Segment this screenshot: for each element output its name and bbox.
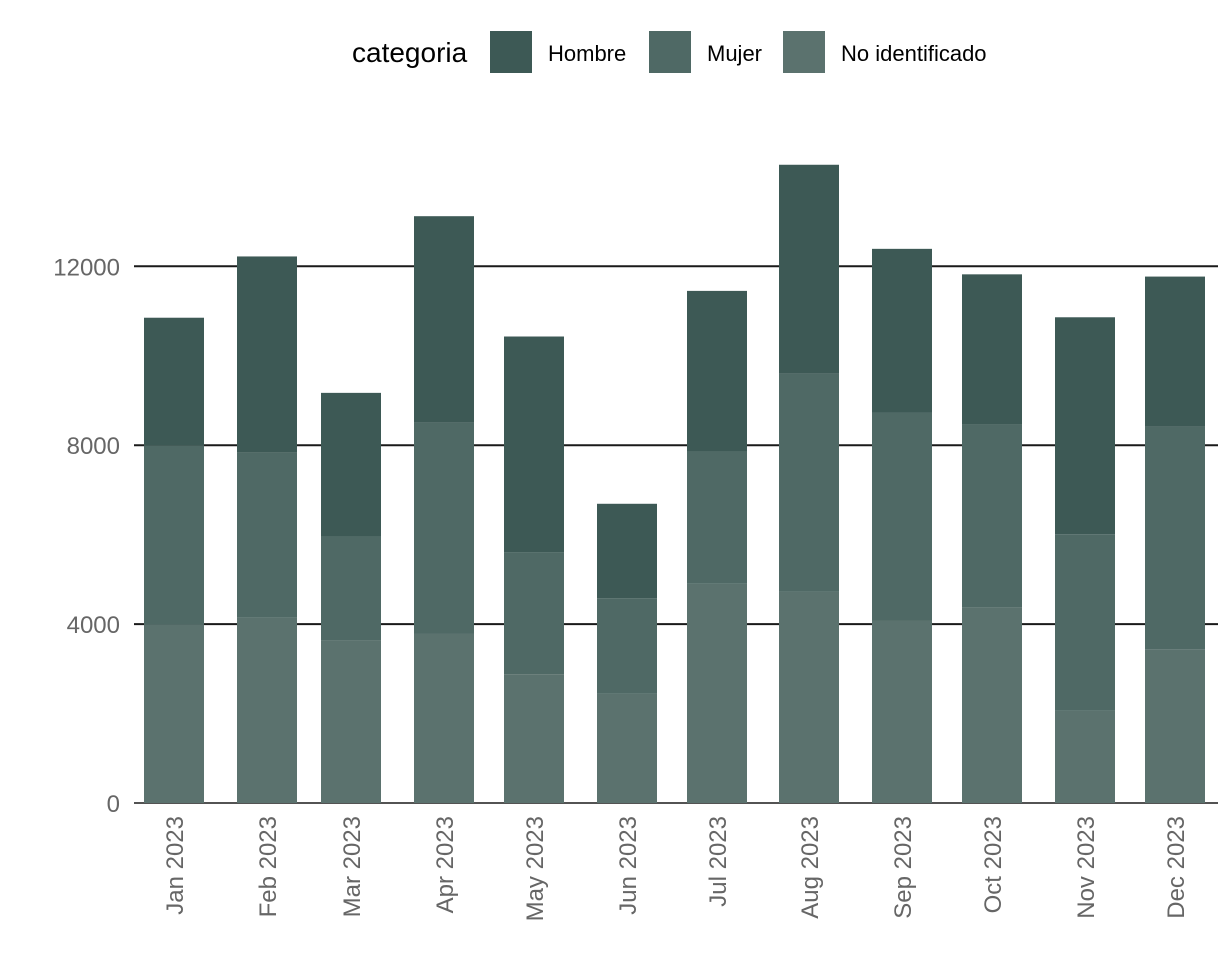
- bar-segment-no-identificado: [687, 583, 747, 803]
- bar-segment-mujer: [504, 552, 564, 675]
- legend-label-hombre: Hombre: [548, 41, 626, 66]
- x-tick-label: Jul 2023: [705, 816, 732, 907]
- x-tick-label: Sep 2023: [890, 816, 917, 919]
- x-tick-label: Oct 2023: [980, 816, 1007, 913]
- bar-segment-no-identificado: [414, 633, 474, 803]
- legend-swatch-mujer: [649, 31, 691, 73]
- x-tick-label: Apr 2023: [432, 816, 459, 913]
- bar-segment-hombre: [321, 392, 381, 537]
- x-tick-label: Jan 2023: [162, 816, 189, 915]
- legend-label-mujer: Mujer: [707, 41, 762, 66]
- bar-segment-no-identificado: [144, 624, 204, 803]
- bar-segment-hombre: [687, 290, 747, 452]
- bar-segment-hombre: [779, 164, 839, 374]
- x-tick-label: May 2023: [522, 816, 549, 921]
- bar-segment-no-identificado: [1145, 649, 1205, 803]
- bar-segment-hombre: [962, 274, 1022, 425]
- x-tick-label: Mar 2023: [339, 816, 366, 917]
- bar-segment-hombre: [872, 248, 932, 413]
- bar-segment-mujer: [237, 452, 297, 618]
- x-tick-label: Feb 2023: [255, 816, 282, 917]
- bar-segment-no-identificado: [779, 591, 839, 803]
- bar-segment-no-identificado: [597, 693, 657, 803]
- bar-segment-no-identificado: [1055, 710, 1115, 803]
- bar-segment-mujer: [1055, 534, 1115, 711]
- bar-segment-no-identificado: [504, 674, 564, 803]
- legend: categoria Hombre Mujer No identificado: [352, 31, 987, 73]
- bar-segment-mujer: [321, 536, 381, 641]
- x-tick-label: Nov 2023: [1073, 816, 1100, 919]
- bar-segment-mujer: [414, 422, 474, 634]
- gridlines: [134, 265, 1218, 804]
- bar-segment-hombre: [597, 503, 657, 599]
- bar-segment-mujer: [687, 451, 747, 584]
- legend-swatch-hombre: [490, 31, 532, 73]
- x-tick-label: Aug 2023: [797, 816, 824, 919]
- bar-segment-mujer: [872, 412, 932, 621]
- bar-segment-hombre: [504, 336, 564, 553]
- bar-segment-mujer: [597, 598, 657, 694]
- bar-segment-hombre: [1055, 317, 1115, 535]
- bar-segment-no-identificado: [237, 617, 297, 803]
- bars: [144, 164, 1205, 803]
- bar-segment-no-identificado: [962, 607, 1022, 803]
- bar-segment-hombre: [414, 216, 474, 423]
- y-axis: 0 4000 8000 12000: [53, 254, 120, 818]
- bar-segment-hombre: [144, 317, 204, 446]
- bar-segment-mujer: [144, 445, 204, 625]
- bar-segment-mujer: [962, 424, 1022, 608]
- x-tick-label: Jun 2023: [615, 816, 642, 915]
- bar-segment-hombre: [1145, 276, 1205, 427]
- x-tick-label: Dec 2023: [1163, 816, 1190, 919]
- x-axis: Jan 2023 Feb 2023 Mar 2023 Apr 2023 May 2023…: [162, 816, 1190, 921]
- bar-segment-hombre: [237, 256, 297, 453]
- y-tick-label: 0: [107, 791, 120, 818]
- legend-swatch-no-identificado: [783, 31, 825, 73]
- legend-title: categoria: [352, 37, 468, 68]
- bar-segment-no-identificado: [321, 640, 381, 803]
- legend-label-no-identificado: No identificado: [841, 41, 987, 66]
- bar-segment-mujer: [779, 373, 839, 592]
- bar-segment-mujer: [1145, 426, 1205, 650]
- y-tick-label: 8000: [67, 433, 120, 460]
- bar-segment-no-identificado: [872, 620, 932, 803]
- y-tick-label: 12000: [53, 254, 120, 281]
- y-tick-label: 4000: [67, 612, 120, 639]
